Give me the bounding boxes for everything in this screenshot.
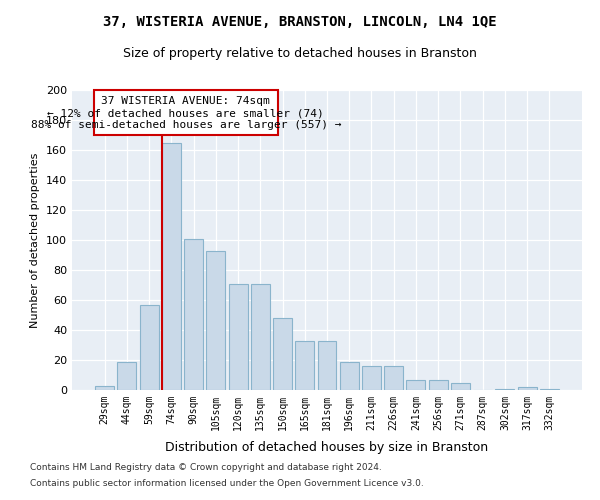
Text: ← 12% of detached houses are smaller (74): ← 12% of detached houses are smaller (74… bbox=[47, 108, 324, 118]
Bar bbox=[251, 284, 270, 390]
Y-axis label: Number of detached properties: Number of detached properties bbox=[31, 152, 40, 328]
Text: 88% of semi-detached houses are larger (557) →: 88% of semi-detached houses are larger (… bbox=[31, 120, 341, 130]
X-axis label: Distribution of detached houses by size in Branston: Distribution of detached houses by size … bbox=[166, 441, 488, 454]
Bar bbox=[118, 362, 136, 390]
Text: 37, WISTERIA AVENUE, BRANSTON, LINCOLN, LN4 1QE: 37, WISTERIA AVENUE, BRANSTON, LINCOLN, … bbox=[103, 15, 497, 29]
Bar bbox=[184, 238, 203, 390]
Text: 37 WISTERIA AVENUE: 74sqm: 37 WISTERIA AVENUE: 74sqm bbox=[101, 96, 270, 106]
Bar bbox=[162, 142, 181, 390]
Bar bbox=[295, 340, 314, 390]
Text: Size of property relative to detached houses in Branston: Size of property relative to detached ho… bbox=[123, 48, 477, 60]
Bar bbox=[451, 382, 470, 390]
Bar bbox=[273, 318, 292, 390]
Text: Contains public sector information licensed under the Open Government Licence v3: Contains public sector information licen… bbox=[30, 478, 424, 488]
FancyBboxPatch shape bbox=[94, 90, 278, 135]
Bar bbox=[95, 386, 114, 390]
Bar bbox=[518, 387, 536, 390]
Bar bbox=[229, 284, 248, 390]
Text: Contains HM Land Registry data © Crown copyright and database right 2024.: Contains HM Land Registry data © Crown c… bbox=[30, 464, 382, 472]
Bar bbox=[362, 366, 381, 390]
Bar bbox=[384, 366, 403, 390]
Bar bbox=[496, 388, 514, 390]
Bar bbox=[406, 380, 425, 390]
Bar bbox=[317, 340, 337, 390]
Bar bbox=[206, 250, 225, 390]
Bar bbox=[340, 362, 359, 390]
Bar bbox=[429, 380, 448, 390]
Bar bbox=[140, 304, 158, 390]
Bar bbox=[540, 388, 559, 390]
